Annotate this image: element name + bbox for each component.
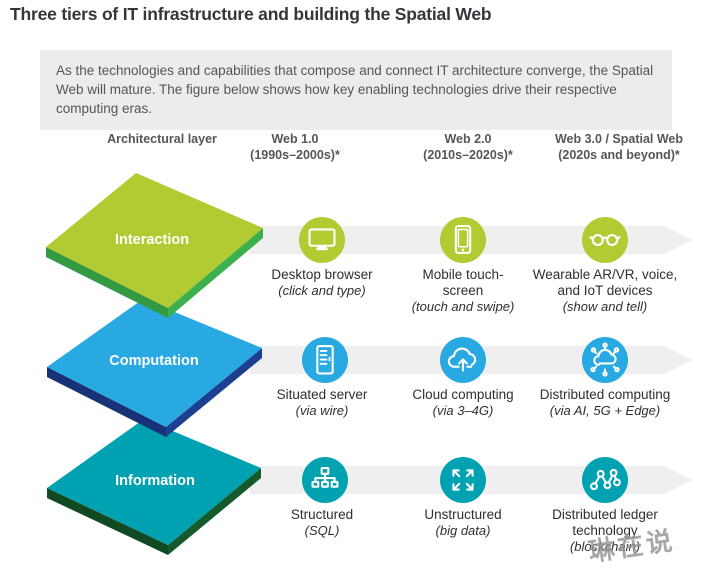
cell-label: Distributed ledger [552, 507, 658, 522]
web1-years: (1990s–2000s)* [250, 148, 340, 163]
interaction-layer-diamond: Interaction [46, 173, 263, 318]
cell-sublabel: (click and type) [278, 283, 366, 298]
information-layer-diamond: Information [47, 419, 261, 555]
cell-label: Mobile touch- [422, 267, 504, 282]
cell-label: screen [442, 283, 484, 298]
cell-sublabel: (blockchain) [569, 539, 641, 554]
computation-layer-diamond: Computation [47, 299, 262, 437]
cell-sublabel: (touch and swipe) [411, 299, 515, 314]
cell-web1-information: Structured (SQL) [234, 507, 410, 539]
cell-web3-computation: Distributed computing (via AI, 5G + Edge… [517, 387, 693, 419]
cell-web2-interaction: Mobile touch- screen (touch and swipe) [375, 267, 551, 315]
structured-data-tree-icon [302, 457, 348, 503]
cell-label: Structured [290, 507, 354, 522]
page-title: Three tiers of IT infrastructure and bui… [10, 4, 492, 24]
web2-years: (2010s–2020s)* [423, 148, 513, 163]
web3-title: Web 3.0 / Spatial Web [554, 132, 684, 146]
cell-sublabel: (via wire) [295, 403, 349, 418]
web1-title: Web 1.0 [271, 132, 319, 146]
cell-sublabel: (via AI, 5G + Edge) [549, 403, 661, 418]
cell-sublabel: (show and tell) [562, 299, 648, 314]
cell-label: Situated server [276, 387, 368, 402]
cell-label: Unstructured [424, 507, 502, 522]
column-header-architectural-layer: Architectural layer [107, 132, 217, 146]
mobile-phone-icon [440, 217, 486, 263]
cell-label: and IoT devices [557, 283, 653, 298]
unstructured-expand-icon [440, 457, 486, 503]
interaction-layer-label: Interaction [115, 232, 189, 248]
information-layer-label: Information [115, 473, 195, 489]
cell-sublabel: (big data) [435, 523, 491, 538]
cell-web1-computation: Situated server (via wire) [234, 387, 410, 419]
cell-web2-information: Unstructured (big data) [375, 507, 551, 539]
distributed-ledger-nodes-icon [582, 457, 628, 503]
computation-layer-label: Computation [109, 353, 198, 369]
cell-web1-interaction: Desktop browser (click and type) [234, 267, 410, 299]
cell-label: Distributed computing [539, 387, 671, 402]
desktop-monitor-icon [299, 217, 345, 263]
column-header-web1: Web 1.0 (1990s–2000s)* [210, 131, 380, 164]
cell-web3-interaction: Wearable AR/VR, voice, and IoT devices (… [517, 267, 693, 315]
column-header-web3: Web 3.0 / Spatial Web (2020s and beyond)… [533, 131, 702, 164]
distributed-computing-icon [582, 337, 628, 383]
situated-server-icon [302, 337, 348, 383]
column-header-web2: Web 2.0 (2010s–2020s)* [383, 131, 553, 164]
cloud-upload-icon [440, 337, 486, 383]
layer-stack: Information Computation Interaction [46, 173, 263, 555]
cell-label: Cloud computing [412, 387, 514, 402]
cell-sublabel: (via 3–4G) [432, 403, 494, 418]
cell-label: technology [572, 523, 638, 538]
intro-box: As the technologies and capabilities tha… [40, 50, 672, 131]
web3-years: (2020s and beyond)* [558, 148, 680, 163]
web2-title: Web 2.0 [444, 132, 492, 146]
cell-web3-information: Distributed ledger technology (blockchai… [517, 507, 693, 555]
cell-label: Desktop browser [271, 267, 373, 282]
cell-label: Wearable AR/VR, voice, [532, 267, 678, 282]
cell-web2-computation: Cloud computing (via 3–4G) [375, 387, 551, 419]
wearable-glasses-icon [582, 217, 628, 263]
cell-sublabel: (SQL) [304, 523, 340, 538]
